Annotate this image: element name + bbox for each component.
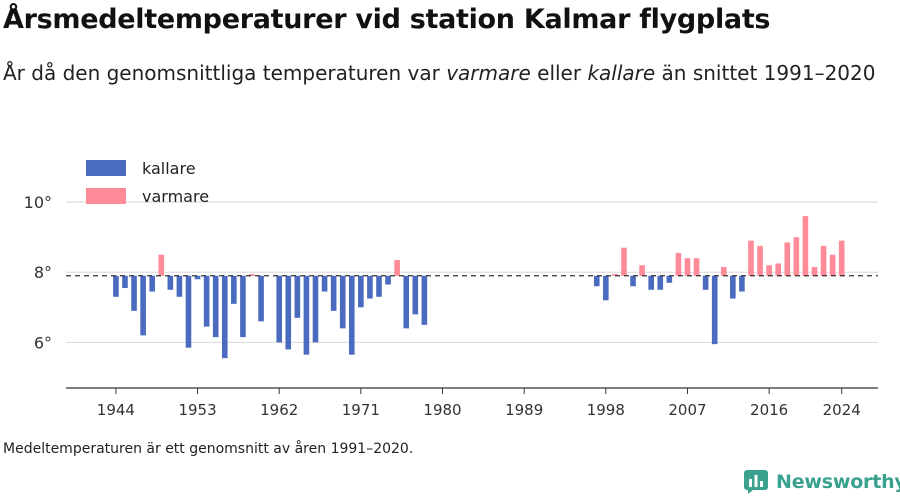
x-tick-label-2007: 2007 (668, 401, 706, 419)
x-tick-label-2024: 2024 (823, 401, 861, 419)
bar-kallare-1971 (358, 275, 364, 308)
bar-kallare-1944 (113, 275, 119, 297)
bar-varmare-2011 (720, 266, 727, 276)
bar-varmare-2000 (621, 247, 627, 276)
bar-kallare-1967 (321, 275, 328, 292)
chart-title: Årsmedeltemperaturer vid station Kalmar … (3, 4, 771, 35)
bar-varmare-2021 (811, 266, 818, 276)
bar-kallare-1997 (593, 275, 600, 287)
subtitle-cold-word: kallare (587, 61, 656, 85)
x-tick-label-1989: 1989 (505, 401, 543, 419)
bar-kallare-2001 (630, 275, 636, 287)
bar-varmare-1999 (612, 274, 618, 276)
bar-varmare-2016 (766, 265, 772, 276)
bar-kallare-1972 (367, 275, 373, 299)
bar-kallare-1998 (603, 275, 609, 301)
x-tick-label-1971: 1971 (342, 401, 380, 419)
subtitle-part-2: eller (530, 61, 588, 85)
bar-kallare-1978 (421, 275, 428, 325)
x-tick-label-1953: 1953 (178, 401, 216, 419)
bar-kallare-1954 (203, 275, 210, 327)
y-tick-label-8: 8° (34, 263, 52, 282)
footnote: Medeltemperaturen är ett genomsnitt av å… (3, 441, 414, 457)
x-tick-label-1944: 1944 (97, 401, 135, 419)
x-tick-label-1980: 1980 (423, 401, 461, 419)
bar-kallare-1951 (176, 275, 183, 297)
x-tick-label-1998: 1998 (587, 401, 625, 419)
bar-kallare-2003 (648, 275, 654, 290)
bar-kallare-1965 (303, 275, 310, 355)
bar-kallare-1964 (294, 275, 301, 318)
bar-varmare-1959 (249, 274, 255, 276)
bar-kallare-2005 (666, 275, 673, 283)
bar-varmare-1949 (158, 254, 165, 276)
bar-kallare-1952 (185, 275, 192, 348)
bar-kallare-2004 (657, 275, 664, 290)
x-tick-label-1962: 1962 (260, 401, 298, 419)
bar-kallare-1953 (194, 275, 201, 280)
bar-kallare-1969 (339, 275, 346, 329)
legend-label-kallare: kallare (142, 158, 196, 178)
bar-kallare-1948 (149, 275, 155, 292)
bar-kallare-1960 (258, 275, 264, 322)
brand-name: Newsworthy (776, 471, 900, 493)
y-tick-label-10: 10° (24, 193, 52, 212)
y-tick-label-6: 6° (34, 333, 52, 352)
bar-kallare-1962 (276, 275, 283, 343)
bar-varmare-2008 (693, 258, 700, 276)
chart-subtitle: År då den genomsnittliga temperaturen va… (3, 58, 883, 89)
bar-varmare-2014 (748, 240, 754, 276)
legend-swatch-varmare (86, 188, 126, 204)
bar-varmare-2024 (838, 240, 845, 276)
legend-item-varmare: varmare (86, 182, 209, 210)
bar-kallare-1945 (122, 275, 128, 289)
bar-varmare-2002 (639, 265, 645, 276)
bar-varmare-2023 (829, 254, 836, 276)
bar-kallare-1977 (412, 275, 419, 315)
bar-varmare-2006 (675, 252, 682, 276)
bar-kallare-1956 (221, 275, 228, 359)
bar-varmare-2019 (793, 237, 800, 276)
bar-kallare-2010 (711, 275, 718, 345)
bar-kallare-1968 (330, 275, 337, 311)
bar-chart-icon (744, 470, 768, 494)
legend-item-kallare: kallare (86, 154, 209, 182)
bar-kallare-1950 (167, 275, 174, 290)
bar-varmare-2007 (684, 258, 691, 276)
bar-kallare-1946 (131, 275, 137, 311)
bar-varmare-2015 (757, 245, 763, 276)
chart-legend: kallare varmare (86, 154, 209, 210)
brand-logo[interactable]: Newsworthy (744, 468, 900, 496)
bar-kallare-2013 (739, 275, 745, 292)
bar-kallare-1976 (403, 275, 410, 329)
subtitle-warm-word: varmare (446, 61, 531, 85)
legend-label-varmare: varmare (142, 186, 210, 206)
subtitle-part-3: än snittet 1991–2020 (655, 61, 876, 85)
bar-varmare-2020 (802, 216, 809, 276)
bar-kallare-1955 (212, 275, 219, 338)
bar-kallare-1974 (385, 275, 391, 285)
bar-varmare-2017 (775, 263, 782, 276)
subtitle-part-1: År då den genomsnittliga temperaturen va… (3, 61, 447, 85)
bar-kallare-1966 (312, 275, 319, 343)
bar-kallare-2012 (730, 275, 736, 299)
bar-kallare-1958 (240, 275, 246, 338)
bar-kallare-1957 (231, 275, 237, 304)
bar-varmare-2018 (784, 242, 791, 276)
bar-kallare-1947 (140, 275, 146, 336)
bar-varmare-2022 (820, 245, 827, 276)
bar-varmare-1975 (394, 259, 400, 276)
bar-kallare-1970 (348, 275, 355, 355)
x-tick-label-2016: 2016 (750, 401, 788, 419)
legend-swatch-kallare (86, 160, 126, 176)
bar-kallare-1963 (285, 275, 292, 350)
bar-kallare-1973 (376, 275, 382, 297)
bar-kallare-2009 (702, 275, 709, 290)
